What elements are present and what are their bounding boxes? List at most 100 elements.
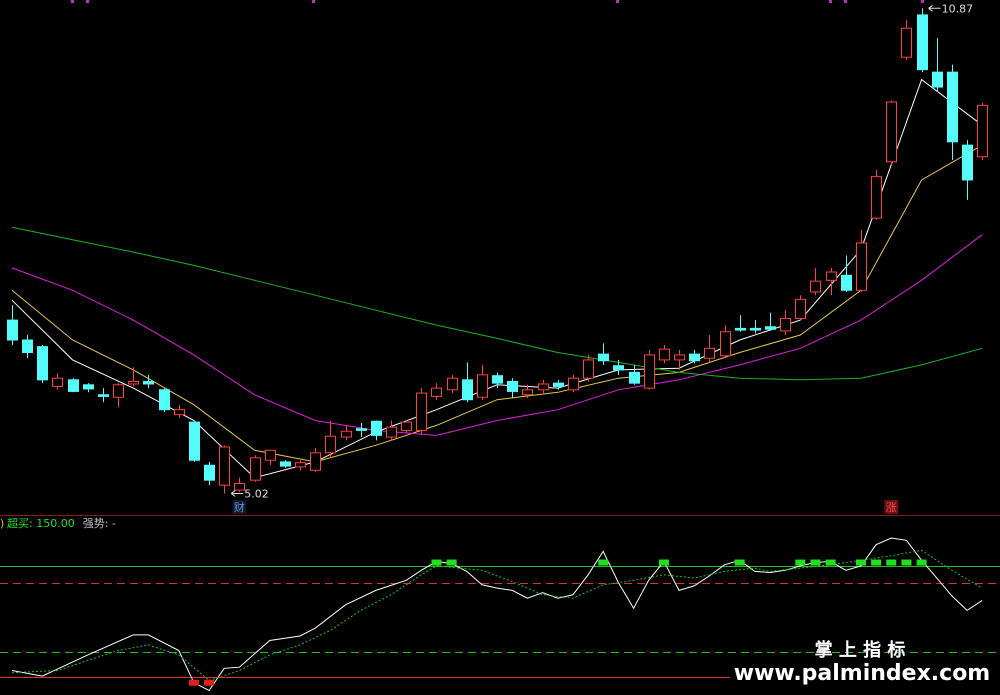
- event-label: 财: [234, 500, 245, 514]
- candle-body: [644, 354, 655, 389]
- candle-body: [7, 319, 18, 341]
- candle-body: [189, 421, 200, 461]
- signal-marker: [901, 559, 912, 566]
- top-dots: [71, 0, 924, 3]
- candle-body: [341, 430, 352, 438]
- annotation-arrow: [928, 4, 941, 12]
- watermark-url: www.palmindex.com: [734, 661, 990, 686]
- candle-body: [613, 365, 624, 371]
- signal-marker: [431, 559, 442, 566]
- candle-body: [492, 375, 503, 384]
- candle-body: [507, 380, 518, 392]
- candle-body: [871, 176, 882, 219]
- signal-marker: [855, 559, 866, 566]
- candle-body: [795, 298, 806, 319]
- candle-body: [325, 435, 336, 454]
- candle-body: [204, 464, 215, 481]
- candle-body: [22, 339, 33, 353]
- candle-body: [856, 242, 867, 291]
- candle-body: [174, 409, 185, 416]
- candle-body: [83, 384, 94, 390]
- signal-marker: [886, 559, 897, 566]
- candle-body: [689, 353, 700, 362]
- indicator-label: 强势: -: [83, 517, 116, 530]
- signal-marker: [871, 559, 882, 566]
- watermark-bg: [730, 658, 1000, 692]
- candle-body: [659, 348, 670, 361]
- candle-body: [674, 354, 685, 361]
- candle-body: [386, 426, 397, 438]
- candle-body: [68, 379, 79, 392]
- candle-body: [826, 271, 837, 281]
- event-label: 涨: [886, 501, 897, 514]
- indicator-line: [11, 549, 983, 682]
- candle-body: [901, 27, 912, 58]
- moving-average: [11, 234, 983, 436]
- annotation-label: 5.02: [244, 487, 268, 500]
- signal-marker: [446, 559, 457, 566]
- candle-body: [431, 387, 442, 397]
- indicator-label: 超买: 150.00: [7, 516, 75, 530]
- candle-body: [159, 389, 170, 411]
- candle-body: [810, 280, 821, 293]
- candle-body: [720, 331, 731, 357]
- candle-body: [886, 101, 897, 163]
- candle-body: [977, 104, 988, 158]
- candle-body: [841, 274, 852, 291]
- watermark-title: 掌 上 指 标: [815, 639, 906, 661]
- candle-body: [947, 71, 958, 143]
- signal-marker: [810, 559, 821, 566]
- candle-body: [234, 482, 245, 491]
- signal-marker: [204, 679, 215, 686]
- candle-body: [356, 428, 367, 431]
- candle-body: [416, 392, 427, 431]
- candle-body: [932, 71, 943, 88]
- candle-body: [704, 347, 715, 359]
- candle-body: [538, 383, 549, 391]
- indicator-line: [11, 537, 983, 692]
- signal-marker: [795, 559, 806, 566]
- annotation-label: 10.87: [942, 2, 974, 15]
- candle-body: [462, 379, 473, 401]
- candle-body: [447, 377, 458, 391]
- candle-body: [98, 394, 109, 397]
- candle-body: [280, 461, 291, 467]
- candle-body: [37, 346, 48, 381]
- event-box: [232, 500, 247, 514]
- candle-body: [113, 384, 124, 398]
- annotation-arrow: [230, 490, 244, 497]
- candle-body: [522, 389, 533, 396]
- candle-body: [750, 327, 761, 331]
- signal-marker: [734, 559, 745, 566]
- candle-body: [598, 353, 609, 362]
- moving-average: [11, 226, 983, 381]
- candle-body: [477, 374, 488, 398]
- candle-body: [917, 14, 928, 71]
- candle-body: [780, 317, 791, 332]
- candle-body: [143, 380, 154, 385]
- moving-average: [11, 144, 983, 463]
- signal-marker: [916, 559, 927, 566]
- candle-body: [371, 420, 382, 436]
- candle-body: [250, 457, 261, 481]
- candle-body: [401, 421, 412, 431]
- label-prefix: ): [0, 517, 4, 530]
- candle-body: [962, 144, 973, 181]
- candle-body: [128, 380, 139, 385]
- signal-marker: [598, 559, 609, 566]
- signal-marker: [825, 559, 836, 566]
- signal-marker: [658, 559, 669, 566]
- candle-body: [583, 359, 594, 379]
- event-box: [884, 500, 899, 514]
- candle-body: [553, 382, 564, 387]
- candle-body: [52, 377, 63, 387]
- candle-body: [765, 326, 776, 330]
- candle-body: [568, 377, 579, 391]
- candle-body: [295, 462, 306, 468]
- candle-body: [265, 449, 276, 461]
- signal-marker: [188, 679, 199, 686]
- candle-body: [219, 446, 230, 486]
